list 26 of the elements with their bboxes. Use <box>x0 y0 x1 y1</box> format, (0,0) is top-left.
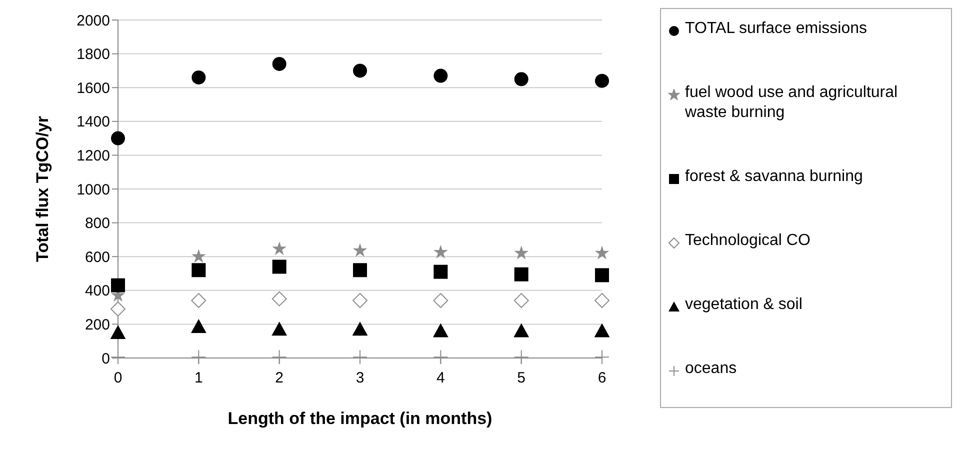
legend-label: Technological CO <box>685 231 810 251</box>
y-tick-label: 1200 <box>76 148 110 165</box>
legend-label: vegetation & soil <box>685 295 802 315</box>
y-tick-label: 1800 <box>76 46 110 64</box>
legend-label: fuel wood use and agricultural waste burning <box>685 83 899 123</box>
x-tick-label: 1 <box>194 370 203 387</box>
y-tick-label: 1400 <box>76 114 110 131</box>
legend-label: TOTAL surface emissions <box>685 19 867 39</box>
legend-label: oceans <box>685 359 737 379</box>
y-tick-label: 2000 <box>76 12 110 30</box>
y-tick-label: 800 <box>84 215 110 232</box>
y-tick-label: 1600 <box>76 80 110 97</box>
x-tick-label: 0 <box>114 370 122 387</box>
y-axis-title: Total flux TgCO/yr <box>33 116 52 262</box>
legend-label: forest & savanna burning <box>685 167 863 187</box>
x-tick-label: 4 <box>436 370 445 387</box>
x-tick-label: 2 <box>275 370 284 387</box>
y-tick-label: 200 <box>84 316 110 334</box>
x-tick-label: 5 <box>517 370 526 387</box>
x-axis-title: Length of the impact (in months) <box>228 409 492 428</box>
y-tick-label: 600 <box>84 248 110 266</box>
y-tick-label: 0 <box>102 350 110 368</box>
x-tick-label: 6 <box>598 370 606 387</box>
x-tick-label: 3 <box>356 370 364 387</box>
y-tick-label: 1000 <box>76 181 110 198</box>
y-tick-label: 400 <box>84 282 110 300</box>
